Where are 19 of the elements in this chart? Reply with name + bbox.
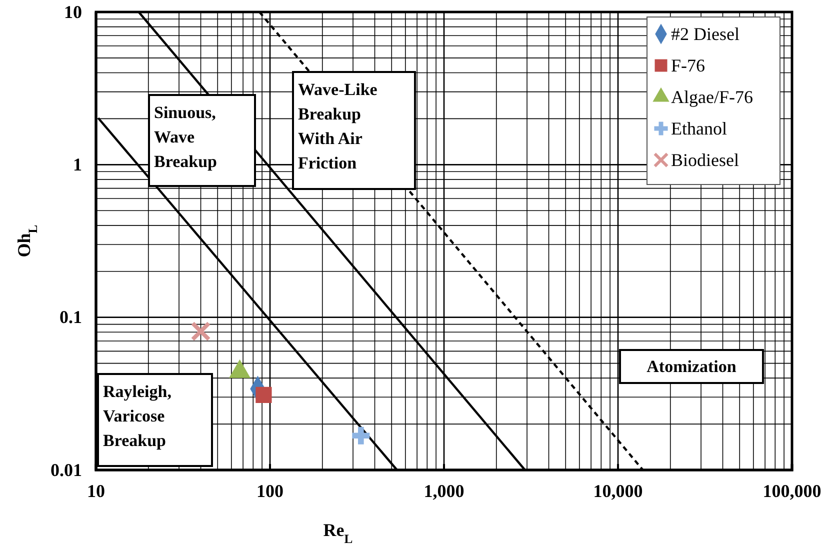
legend-label: Algae/F-76 [671,87,753,107]
legend-label: #2 Diesel [671,24,740,44]
legend-label: Ethanol [671,118,727,138]
y-tick-label: 1 [73,154,82,174]
annotation: Wave-Like Breakup With Air Friction [298,80,378,172]
annotation: Sinuous, Wave Breakup [154,103,217,171]
y-tick-label: 0.1 [60,307,82,328]
x-axis-title: Re$_{L}$ [323,520,353,546]
x-tick-label: 10 [87,480,105,501]
x-tick-label: 1,000 [424,480,464,501]
x-tick-label: 100,000 [762,480,822,501]
x-tick-label: 10,000 [593,480,643,501]
annotation: Rayleigh, Varicose Breakup [103,382,172,450]
y-tick-label: 0.01 [50,460,82,480]
legend-label: F-76 [671,56,706,76]
y-tick-label: 10 [64,2,82,22]
x-tick-label: 100 [256,480,284,501]
annotation: Atomization [646,357,737,376]
legend-label: Biodiesel [671,150,739,170]
